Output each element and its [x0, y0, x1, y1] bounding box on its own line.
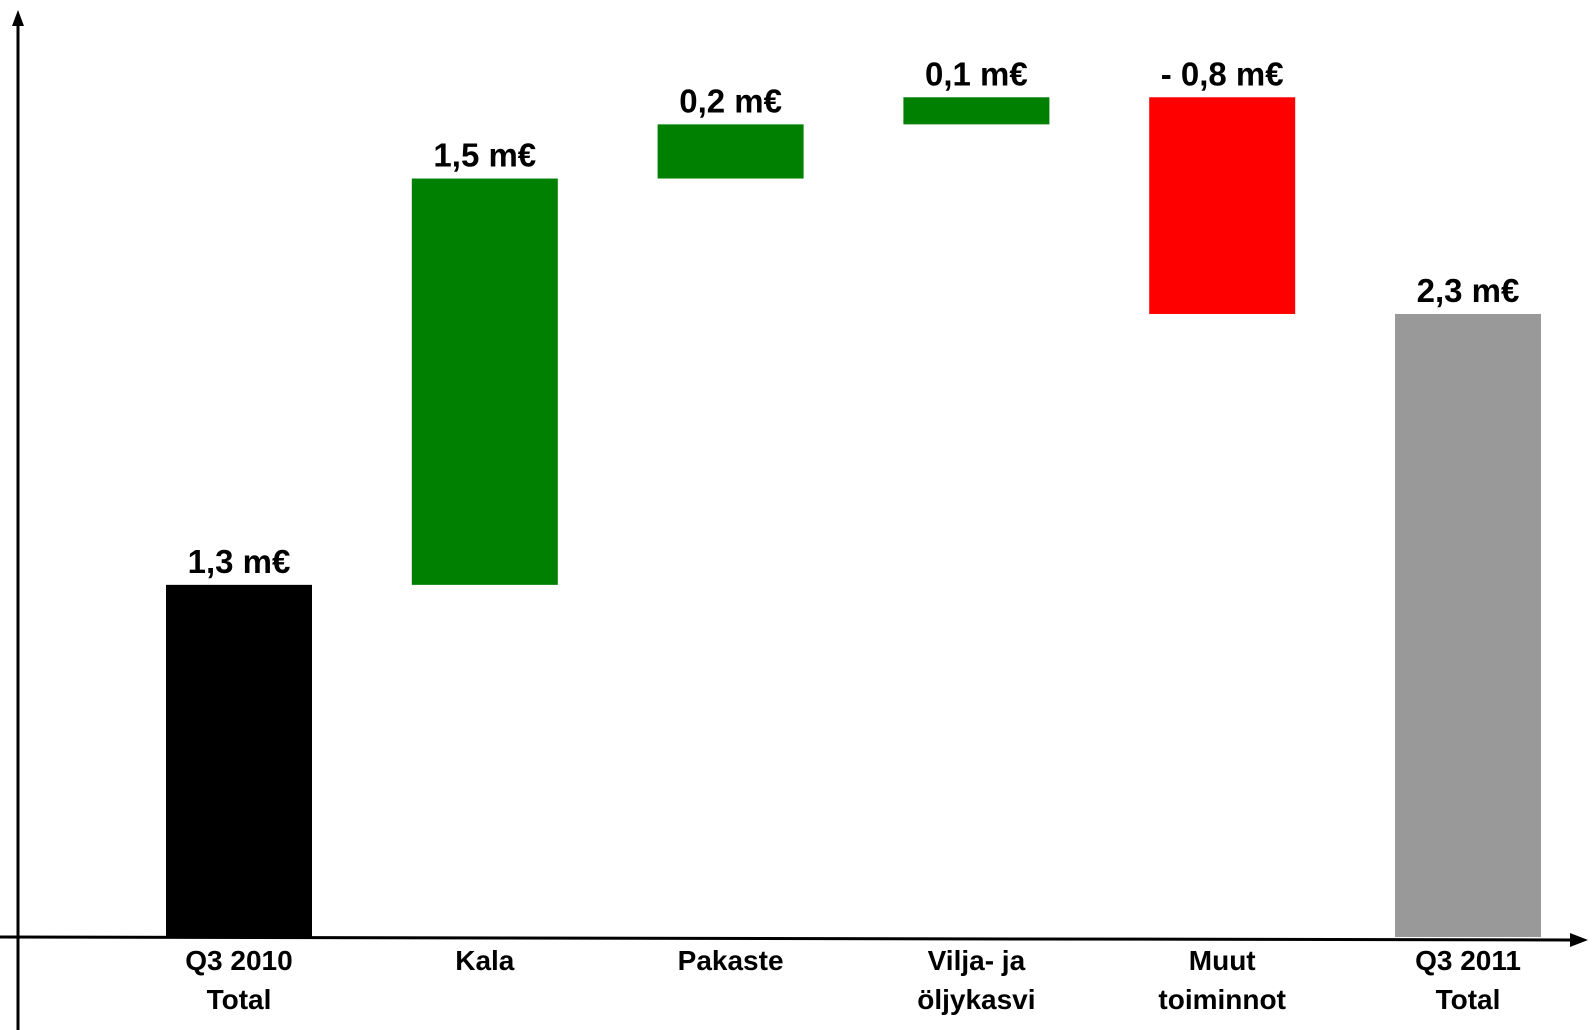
x-tick-label: toiminnot — [1158, 984, 1286, 1015]
x-tick-label: öljykasvi — [917, 984, 1035, 1015]
x-tick-label: Pakaste — [678, 945, 784, 976]
x-tick-label: Muut — [1189, 945, 1256, 976]
x-tick-label: Q3 2011 — [1415, 945, 1521, 976]
x-axis — [0, 935, 1573, 942]
bar — [1149, 97, 1296, 314]
value-label: 1,5 m€ — [433, 137, 536, 174]
bar — [166, 584, 312, 937]
bar — [903, 97, 1050, 125]
x-tick-label: Total — [207, 984, 272, 1015]
value-label: - 0,8 m€ — [1161, 55, 1284, 92]
y-axis-arrow — [12, 10, 24, 26]
bar — [411, 178, 558, 585]
bar — [1395, 313, 1541, 937]
value-label: 0,2 m€ — [679, 82, 782, 119]
value-label: 1,3 m€ — [188, 543, 291, 580]
x-tick-label: Vilja- ja — [928, 945, 1026, 976]
value-label: 0,1 m€ — [925, 55, 1028, 92]
bar — [657, 124, 804, 179]
x-tick-label: Total — [1436, 984, 1501, 1015]
value-label: 2,3 m€ — [1417, 272, 1520, 309]
x-axis-arrow — [1570, 933, 1588, 947]
x-tick-label: Kala — [455, 945, 515, 976]
x-tick-label: Q3 2010 — [185, 945, 292, 976]
